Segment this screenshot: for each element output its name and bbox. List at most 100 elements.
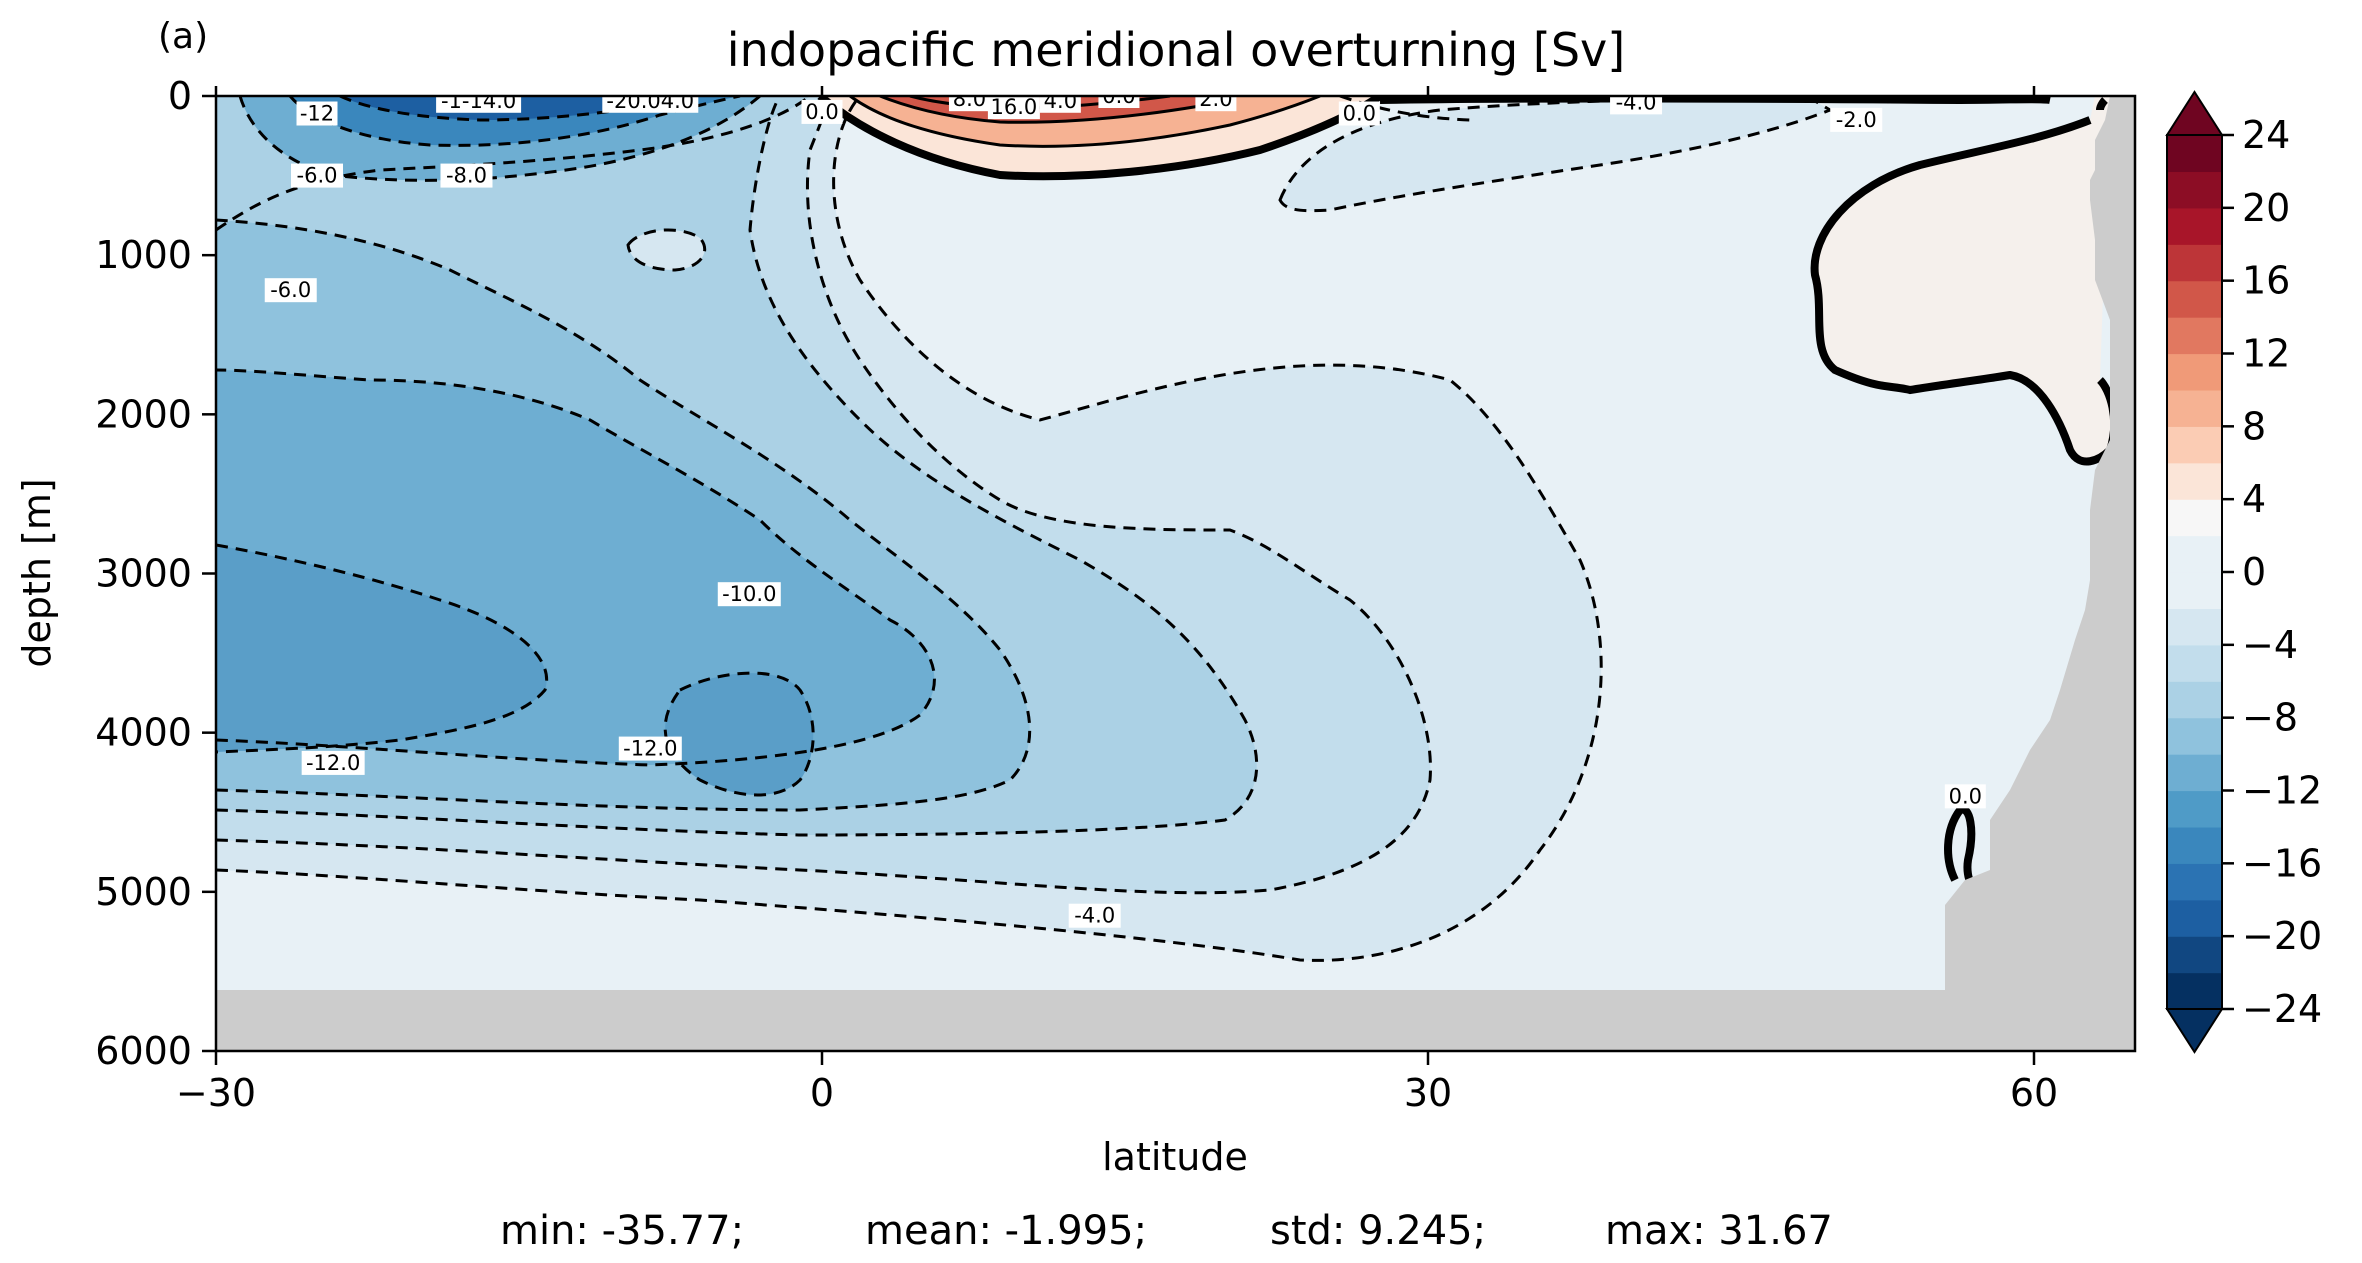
contour-label: -6.0 [297,164,338,188]
colorbar-segment [2167,754,2222,792]
chart-title: indopacific meridional overturning [Sv] [727,23,1625,77]
y-tick-label: 2000 [95,392,192,436]
contour-label: -6.0 [270,278,311,302]
contour-neg-6 [216,543,549,754]
colorbar-segment [2167,644,2222,682]
y-axis: 0 1000 2000 3000 4000 5000 6000 [95,74,216,1073]
y-tick-label: 3000 [95,552,192,596]
land-mask [216,96,2135,1051]
contour-label-bg [987,96,1040,120]
colorbar-segment [2167,244,2222,282]
fill-north-positive [1814,96,2115,462]
contour-pos-1 [849,96,1321,148]
colorbar-segment [2167,317,2222,355]
zero-contour-tropical [817,96,1383,181]
y-tick-label: 0 [168,74,192,118]
contour-label: -12.0 [623,737,677,761]
contour-label-bg [1610,96,1663,115]
contour-label: -10.0 [722,582,776,606]
contour-label: -20.04.0 [606,89,694,113]
zero-contour-northern-cell [1810,116,2119,466]
contour-neg-9 [238,96,761,182]
contour-neg-8 [216,96,811,232]
zero-contour-coast [2096,97,2108,111]
contour-neg-12 [626,228,707,272]
colorbar-tick-label: 0 [2242,550,2266,594]
colorbar-segment [2167,135,2222,173]
fill-core-west [216,545,547,752]
colorbar-segment [2167,790,2222,828]
contour-label: 0.0 [1343,102,1376,126]
colorbar-extend-bottom [2165,1008,2224,1054]
colorbar-tick-label: −20 [2242,914,2322,958]
colorbar-segment [2167,972,2222,1010]
colorbar-segment [2167,826,2222,864]
contour-label-bg [618,736,682,761]
colorbar-tick-label: 16 [2242,259,2290,303]
contour-label-bg [1195,96,1237,112]
contour-label-bg [301,750,365,775]
contour-label: 8.0 [953,87,986,111]
contour-label-bg [1830,107,1883,132]
fill-core-center [665,673,814,795]
statistics-row: min: -35.77; mean: -1.995; std: 9.245; m… [0,1208,2362,1258]
contour-neg-2 [216,96,1432,895]
colorbar-segment [2167,535,2222,573]
colorbar-tick-label: 4 [2242,477,2266,521]
colorbar-segment [2167,207,2222,245]
colorbar-tick-label: −4 [2242,623,2298,667]
colorbar-tick-label: 24 [2242,113,2290,157]
contour-label: -4.0 [1616,90,1657,114]
colorbar-extend-top [2165,90,2224,136]
colorbar: 24 20 16 12 8 4 0 −4 −8 −12 −16 −20 −24 [2165,90,2322,1054]
contour-label: 0.0 [1102,84,1135,108]
contour-neg-1 [216,96,1603,962]
contour-label: -12.0 [306,751,360,775]
contour-neg-3 [216,96,1259,837]
contour-label: -12 [300,102,334,126]
contour-label-bg [1944,784,1986,809]
fill-abyss-north [1935,804,1972,882]
y-axis-label: depth [m] [15,478,59,667]
contour-label: 0.0 [805,100,838,124]
contour-pos-2 [879,96,1201,124]
seafloor [216,990,2135,1051]
x-tick-label: 0 [810,1071,834,1115]
colorbar-segment [2167,863,2222,901]
stat-max: max: 31.67 [1605,1208,1833,1254]
y-tick-label: 1000 [95,233,192,277]
x-tick-label: −30 [176,1071,256,1115]
contour-label: 2.0 [1199,87,1232,111]
x-axis-label: latitude [1102,1135,1248,1179]
colorbar-segment [2167,499,2222,537]
contour-label: 0.0 [1949,784,1982,808]
contour-label-bg [948,96,990,112]
colorbar-tick-label: 8 [2242,404,2266,448]
contour-label: -4.0 [1074,904,1115,928]
panel-label: (a) [158,16,208,57]
contour-label-bg [1098,96,1140,108]
colorbar-segment [2167,280,2222,318]
contour-neg-5 [216,368,936,767]
colorbar-tick-label: −24 [2242,987,2322,1031]
x-tick-label: 60 [2010,1071,2058,1115]
y-tick-label: 5000 [95,870,192,914]
colorbar-segment [2167,608,2222,646]
colorbar-tick-label: 12 [2242,332,2290,376]
y-tick-label: 4000 [95,711,192,755]
contour-label-bg [296,101,338,126]
colorbar-segment [2167,353,2222,391]
northern-land [1945,96,2135,1051]
zero-contours [817,96,2119,891]
contour-label: 16.0 [991,95,1038,119]
colorbar-segment [2167,936,2222,974]
colorbar-tick-label: 20 [2242,186,2290,230]
colorbar-segment [2167,462,2222,500]
y-tick-label: 6000 [95,1029,192,1073]
colorbar-segment [2167,572,2222,610]
contour-label-bg [440,163,493,188]
colorbar-segment [2167,389,2222,427]
fill-south-shallow-blob [628,229,705,270]
colorbar-segment [2167,426,2222,464]
